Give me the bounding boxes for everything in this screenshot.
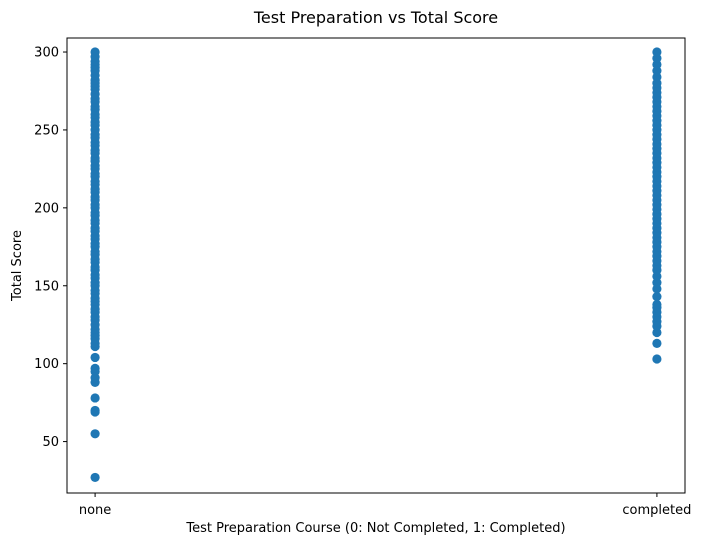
plot-frame: [66, 37, 686, 494]
y-tick-label: 200: [34, 201, 59, 216]
x-tick-label-completed: completed: [622, 503, 691, 518]
data-point-completed-8: [652, 299, 662, 310]
x-axis-ticks: none completed: [79, 493, 691, 518]
data-point-completed-1: [652, 338, 662, 349]
data-point-none-8: [90, 363, 100, 373]
data-point-completed-58: [652, 47, 662, 57]
data-points: [90, 47, 662, 483]
chart-title: Test Preparation vs Total Score: [253, 8, 498, 27]
x-tick-label-none: none: [79, 503, 111, 518]
x-axis-label: Test Preparation Course (0: Not Complete…: [185, 521, 565, 536]
data-point-none-86: [90, 47, 100, 57]
data-point-none-9: [90, 352, 100, 363]
y-tick-label: 250: [34, 123, 59, 138]
y-tick-label: 100: [34, 357, 59, 372]
y-tick-label: 300: [34, 46, 59, 61]
y-tick-label: 50: [42, 435, 59, 450]
data-point-none-0: [90, 472, 100, 483]
data-point-completed-9: [652, 292, 662, 302]
y-tick-label: 150: [34, 279, 59, 294]
y-axis-ticks: 50 100 150 200 250 300: [34, 46, 67, 450]
data-point-none-1: [90, 429, 100, 439]
data-point-none-3: [90, 405, 100, 416]
data-point-none-4: [90, 393, 100, 403]
data-point-completed-0: [652, 354, 662, 364]
y-axis-label: Total Score: [10, 230, 25, 302]
